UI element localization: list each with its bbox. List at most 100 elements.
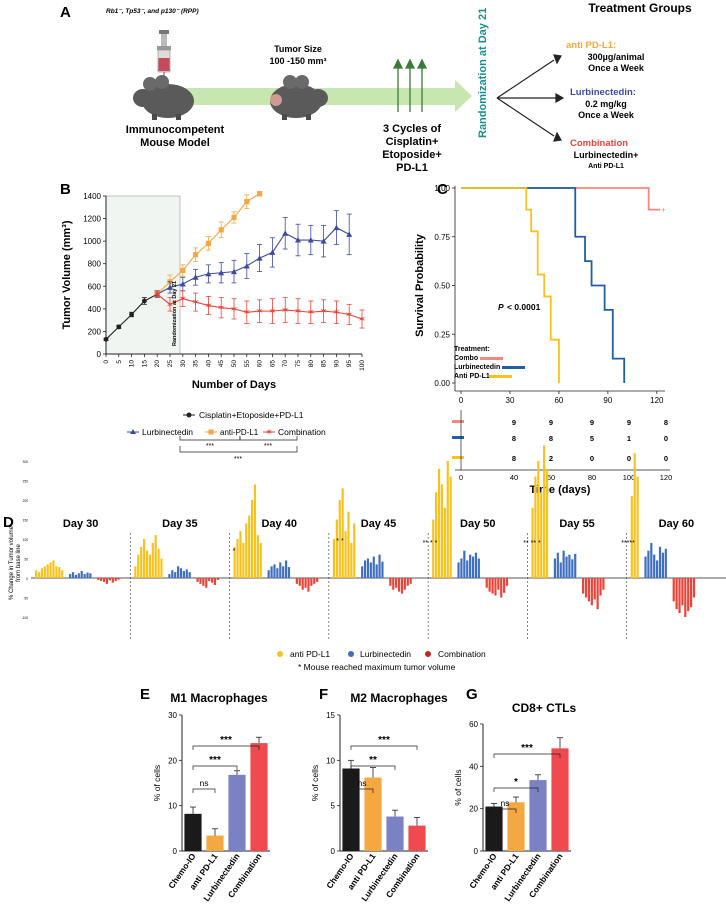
bar [471, 556, 475, 578]
panel-b: B 0 200 400 600 800 1000 1200 1400 0 5 10 15 20 25 30 3… [60, 181, 366, 463]
bar [310, 578, 313, 586]
bar [40, 568, 43, 578]
bar [117, 578, 120, 580]
data-point: ✶ [243, 308, 251, 319]
bar [543, 445, 546, 578]
bar [239, 531, 242, 578]
x-tick-label: 60 [257, 360, 264, 368]
sig-bracket [493, 787, 539, 792]
risk-count: 5 [590, 434, 594, 443]
data-point: ✶ [179, 294, 187, 305]
legend-d-anti-dot [277, 651, 283, 657]
bar [295, 578, 298, 584]
bar [208, 578, 211, 582]
bar [507, 802, 525, 851]
bar [463, 550, 466, 578]
bar [395, 578, 398, 588]
bar [559, 562, 562, 578]
panel-d-label: D [3, 514, 14, 531]
bar [282, 566, 285, 578]
bar [86, 572, 89, 578]
risk-row-swatch [452, 456, 464, 459]
bar [69, 574, 72, 578]
treatment-groups-title: Treatment Groups [588, 1, 692, 15]
bar [602, 578, 605, 590]
bar [83, 574, 86, 578]
x-tick-label: 95 [346, 360, 353, 368]
y-tick-label: 10 [168, 802, 177, 811]
data-point: ✶ [166, 300, 174, 311]
bar [372, 556, 375, 578]
tumor-size-label: Tumor Size [274, 44, 322, 54]
data-point [231, 268, 237, 275]
legend-t-lurbi: Lurbinectedin [454, 364, 500, 371]
bar [301, 578, 304, 590]
sig-bracket-3: *** [234, 456, 242, 463]
risk-x-tick: 80 [588, 473, 596, 482]
group-arrows [496, 54, 565, 142]
bar [435, 492, 438, 578]
risk-count: 8 [664, 418, 668, 427]
data-point [142, 298, 147, 304]
chart-f-title: M2 Macrophages [350, 691, 448, 705]
bar [97, 578, 100, 580]
y-tick-label: 600 [88, 282, 102, 291]
bar [684, 578, 687, 617]
y-tick-label: 0 [97, 350, 102, 359]
data-point [333, 224, 340, 231]
bar [61, 570, 64, 578]
bar [313, 578, 316, 584]
risk-row-swatch [452, 436, 464, 439]
bar [469, 554, 472, 578]
bar [644, 556, 647, 578]
bar [675, 578, 678, 610]
bar [500, 578, 503, 598]
bar [551, 748, 569, 851]
survival-chart: 0.00 0.25 0.50 0.75 1.00 0 30 60 90 120 Survival P… [414, 184, 666, 405]
x-tick-label: 90 [333, 360, 340, 368]
sig-label: ns [200, 778, 209, 788]
day-label: Day 30 [63, 518, 98, 530]
data-point [180, 267, 186, 274]
data-point [103, 336, 109, 342]
legend-t-combo-swatch [480, 357, 503, 360]
data-point [179, 281, 186, 287]
group-lurbi-dose: 0.2 mg/kg [585, 99, 627, 109]
y-tick-label: 0 [331, 847, 336, 856]
x-tick-label: 50 [231, 360, 238, 368]
bar [386, 816, 404, 851]
bar [270, 566, 273, 578]
mouse-model-label-1: Immunocompetent [126, 124, 225, 136]
x-tick-label: 20 [154, 360, 161, 368]
treatment-title: Treatment: [454, 346, 490, 353]
risk-x-tick: 0 [459, 473, 463, 482]
bar [171, 570, 174, 578]
d-ylabel-2: from base line [16, 543, 22, 581]
bar [565, 556, 568, 578]
bar [228, 774, 246, 851]
data-point: ✶ [294, 307, 302, 318]
genotype-label: Rb1⁻, Tp53⁻, and p130⁻ (RPP) [106, 8, 199, 15]
bar [449, 476, 452, 578]
y-tick-label: -100 [22, 616, 29, 620]
bar [584, 578, 588, 598]
bar [49, 562, 52, 578]
bar [335, 519, 338, 578]
day-label: Day 50 [460, 518, 495, 530]
y-tick-label: 0 [474, 847, 479, 856]
legend-chemo: Cisplatin+Etoposide+PD-L1 [199, 410, 304, 420]
data-point: ✶ [153, 290, 161, 301]
sig-bracket [350, 788, 374, 793]
bar [338, 500, 341, 578]
bar [457, 562, 460, 578]
bar [571, 559, 574, 578]
panel-b-label: B [60, 181, 71, 198]
x-tick-label: 60 [554, 396, 563, 405]
bar [630, 496, 633, 578]
y-tick-label: 250 [23, 480, 29, 484]
pvalue-value: < 0.0001 [507, 302, 541, 312]
x-tick-label: 0 [103, 360, 110, 364]
y-tick-label: 300 [23, 460, 29, 464]
